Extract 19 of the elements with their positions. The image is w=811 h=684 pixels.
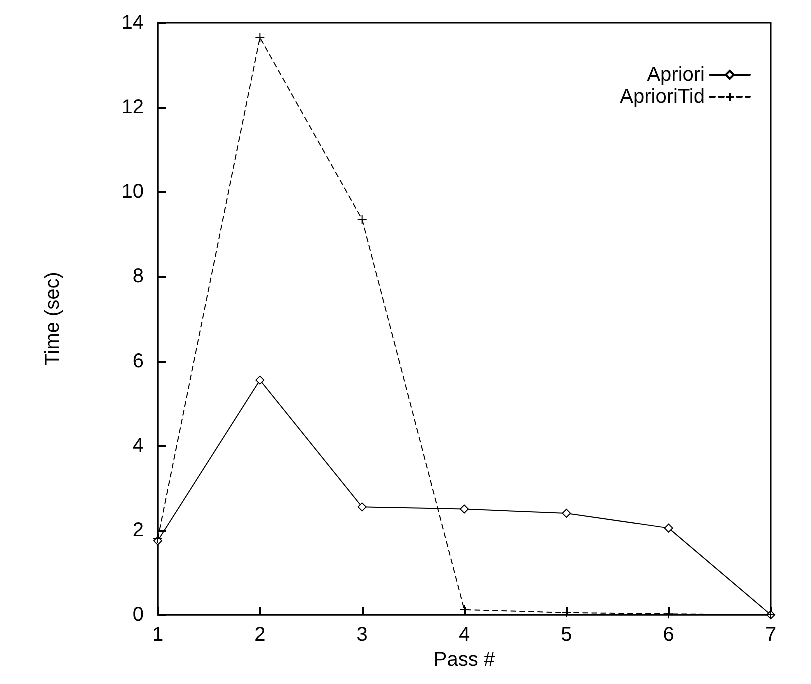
y-tick-label: 6 xyxy=(132,350,144,372)
x-axis-title: Pass # xyxy=(434,648,496,671)
y-axis-title: Time (sec) xyxy=(42,272,64,366)
y-tick-label: 14 xyxy=(122,12,144,34)
y-tick-label: 8 xyxy=(132,266,144,288)
y-tick-label: 0 xyxy=(132,604,144,626)
x-tick-label: 2 xyxy=(254,624,266,646)
x-tick-label: 4 xyxy=(458,624,470,646)
legend-label: AprioriTid xyxy=(620,86,705,108)
x-tick-label: 1 xyxy=(152,624,164,646)
y-tick-label: 10 xyxy=(122,181,144,204)
x-tick-label: 3 xyxy=(356,624,368,646)
x-tick-label: 5 xyxy=(561,624,572,646)
legend-label: Apriori xyxy=(647,64,705,86)
y-tick-label: 4 xyxy=(132,434,144,457)
x-tick-label: 7 xyxy=(765,624,777,646)
x-tick-label: 6 xyxy=(663,624,674,646)
y-tick-label: 12 xyxy=(122,96,144,119)
y-tick-label: 2 xyxy=(132,519,144,542)
